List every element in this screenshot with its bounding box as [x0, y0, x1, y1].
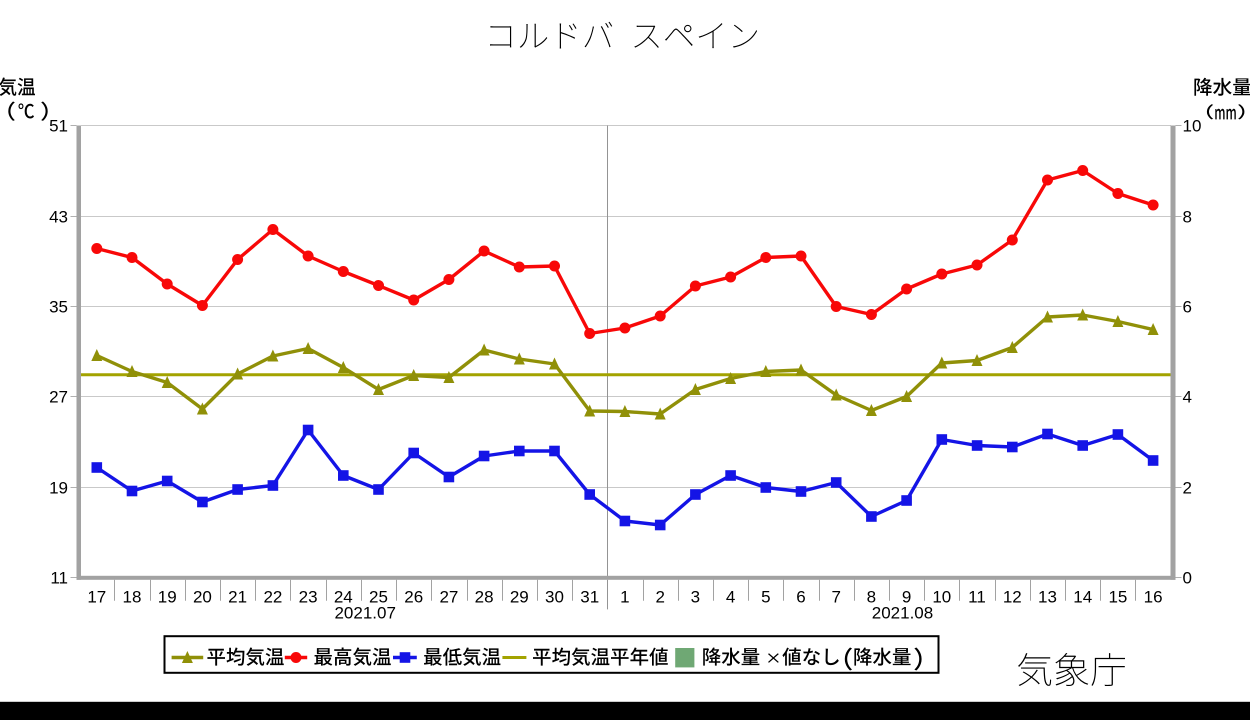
svg-text:19: 19 — [158, 588, 177, 607]
svg-text:6: 6 — [1183, 298, 1192, 317]
svg-text:9: 9 — [902, 588, 911, 607]
svg-text:10: 10 — [932, 588, 951, 607]
svg-text:2: 2 — [655, 588, 664, 607]
svg-text:20: 20 — [193, 588, 212, 607]
svg-text:35: 35 — [49, 298, 68, 317]
svg-text:18: 18 — [123, 588, 142, 607]
svg-text:51: 51 — [49, 117, 68, 136]
svg-text:11: 11 — [968, 588, 986, 607]
svg-text:10: 10 — [1183, 117, 1202, 136]
svg-text:15: 15 — [1108, 588, 1127, 607]
svg-text:2021.07: 2021.07 — [334, 604, 395, 623]
svg-text:4: 4 — [726, 588, 735, 607]
svg-text:8: 8 — [1183, 208, 1192, 227]
svg-text:26: 26 — [404, 588, 423, 607]
svg-text:29: 29 — [510, 588, 529, 607]
svg-text:14: 14 — [1073, 588, 1092, 607]
svg-text:21: 21 — [228, 588, 247, 607]
svg-text:7: 7 — [831, 588, 840, 607]
svg-text:28: 28 — [475, 588, 494, 607]
svg-text:2021.08: 2021.08 — [872, 604, 933, 623]
svg-text:2: 2 — [1183, 479, 1192, 498]
svg-text:1: 1 — [620, 588, 629, 607]
svg-text:27: 27 — [49, 388, 68, 407]
svg-text:5: 5 — [761, 588, 770, 607]
svg-text:17: 17 — [87, 588, 106, 607]
svg-text:23: 23 — [299, 588, 318, 607]
svg-text:16: 16 — [1144, 588, 1163, 607]
svg-text:22: 22 — [263, 588, 282, 607]
svg-text:13: 13 — [1038, 588, 1057, 607]
svg-text:30: 30 — [545, 588, 564, 607]
svg-text:12: 12 — [1003, 588, 1022, 607]
svg-text:43: 43 — [49, 208, 68, 227]
svg-text:6: 6 — [796, 588, 805, 607]
svg-text:31: 31 — [580, 588, 599, 607]
svg-text:0: 0 — [1183, 569, 1192, 588]
svg-text:27: 27 — [439, 588, 458, 607]
svg-text:8: 8 — [867, 588, 876, 607]
svg-text:3: 3 — [691, 588, 700, 607]
svg-text:11: 11 — [50, 569, 68, 588]
svg-text:25: 25 — [369, 588, 388, 607]
svg-text:4: 4 — [1183, 388, 1192, 407]
svg-text:24: 24 — [334, 588, 353, 607]
svg-text:19: 19 — [49, 479, 68, 498]
